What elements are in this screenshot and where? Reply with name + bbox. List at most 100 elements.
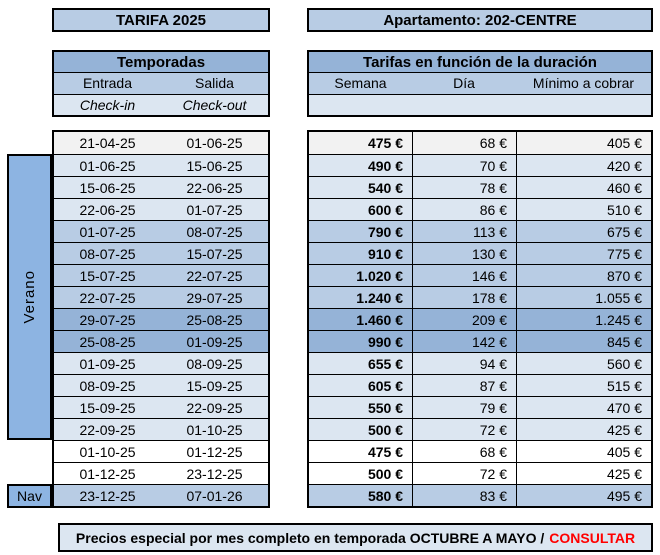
special-price-notice-text: Precios especial por mes completo en tem… <box>75 529 545 546</box>
checkout-date: 15-09-25 <box>186 377 243 394</box>
checkin-date: 01-10-25 <box>79 443 136 460</box>
checkout-date: 22-07-25 <box>186 267 243 284</box>
season-row: 23-12-25 07-01-26 <box>54 484 268 506</box>
minimum-charge-price: 470 € <box>516 397 651 418</box>
week-price: 500 € <box>367 421 403 438</box>
season-row: 22-07-25 29-07-25 <box>54 286 268 308</box>
day-price: 209 € <box>412 309 516 330</box>
checkin-date: 21-04-25 <box>79 135 136 151</box>
minimum-charge-price: 675 € <box>516 221 651 242</box>
checkout-date: 15-07-25 <box>186 245 243 262</box>
rate-row: 500 € 72 €425 € <box>309 462 651 484</box>
special-price-notice-bar: Precios especial por mes completo en tem… <box>58 523 653 552</box>
seasons-date-table: 21-04-25 01-06-25 01-06-25 15-06-25 15-06-25… <box>52 130 270 508</box>
summer-label-text: Verano <box>21 270 38 324</box>
season-row: 21-04-25 01-06-25 <box>54 132 268 154</box>
day-price: 142 € <box>412 331 516 352</box>
week-price: 910 € <box>367 245 403 262</box>
minimum-charge-price: 845 € <box>516 331 651 352</box>
minimum-charge-price: 510 € <box>516 199 651 220</box>
dia-column-header: Día <box>453 75 475 92</box>
semana-column-header: Semana <box>334 75 387 92</box>
season-row: 01-09-25 08-09-25 <box>54 352 268 374</box>
checkin-date: 08-09-25 <box>79 377 136 394</box>
apartment-title: Apartamento: 202-CENTRE <box>383 11 577 29</box>
christmas-label-text: Nav <box>17 488 42 504</box>
rate-row: 540 € 78 €460 € <box>309 176 651 198</box>
rates-columns-row: Semana Día Mínimo a cobrar <box>309 72 651 94</box>
rate-row: 475 € 68 €405 € <box>309 440 651 462</box>
season-row: 25-08-25 01-09-25 <box>54 330 268 352</box>
rates-header-table: Tarifas en función de la duración Semana… <box>307 50 653 117</box>
minimum-charge-price: 870 € <box>516 265 651 286</box>
checkout-date: 23-12-25 <box>186 465 243 482</box>
rate-row: 600 € 86 €510 € <box>309 198 651 220</box>
season-row: 01-07-25 08-07-25 <box>54 220 268 242</box>
week-price: 580 € <box>367 487 403 504</box>
minimum-charge-price: 560 € <box>516 353 651 374</box>
checkout-date: 01-10-25 <box>186 421 243 438</box>
checkin-date: 29-07-25 <box>79 311 136 328</box>
season-row: 15-09-25 22-09-25 <box>54 396 268 418</box>
checkin-date: 23-12-25 <box>79 487 136 504</box>
checkin-date: 08-07-25 <box>79 245 136 262</box>
week-price: 475 € <box>367 135 403 151</box>
minimum-charge-price: 775 € <box>516 243 651 264</box>
week-price: 600 € <box>367 201 403 218</box>
day-price: 146 € <box>412 265 516 286</box>
rate-row: 1.240 € 178 €1.055 € <box>309 286 651 308</box>
rate-row: 550 € 79 €470 € <box>309 396 651 418</box>
season-row: 15-07-25 22-07-25 <box>54 264 268 286</box>
week-price: 990 € <box>367 333 403 350</box>
entrada-column-header: Entrada <box>82 75 133 92</box>
day-price: 178 € <box>412 287 516 308</box>
checkout-date: 07-01-26 <box>186 487 243 504</box>
checkout-date: 25-08-25 <box>186 311 243 328</box>
checkin-date: 25-08-25 <box>79 333 136 350</box>
salida-column-header: Salida <box>195 75 234 92</box>
checkin-date: 15-09-25 <box>79 399 136 416</box>
apartment-title-box: Apartamento: 202-CENTRE <box>307 8 653 32</box>
rate-row: 655 € 94 €560 € <box>309 352 651 374</box>
minimum-charge-price: 495 € <box>516 485 651 506</box>
consultar-link[interactable]: CONSULTAR <box>549 529 636 546</box>
seasons-title-row: Temporadas <box>54 52 268 73</box>
checkin-date: 01-09-25 <box>79 355 136 372</box>
minimum-charge-price: 460 € <box>516 177 651 198</box>
rate-row: 910 € 130 €775 € <box>309 242 651 264</box>
minimo-column-header: Mínimo a cobrar <box>532 75 635 92</box>
checkout-date: 01-06-25 <box>186 135 243 151</box>
day-price: 68 € <box>412 441 516 462</box>
checkin-date: 22-06-25 <box>79 201 136 218</box>
checkin-date: 22-09-25 <box>79 421 136 438</box>
checkin-subheader: Check-in <box>79 96 136 113</box>
day-price: 94 € <box>412 353 516 374</box>
day-price: 130 € <box>412 243 516 264</box>
checkin-date: 01-06-25 <box>79 157 136 174</box>
rate-row: 605 € 87 €515 € <box>309 374 651 396</box>
summer-season-label: Verano <box>7 154 52 440</box>
seasons-subcolumns-row: Check-in Check-out <box>54 93 268 115</box>
seasons-columns-row: Entrada Salida <box>54 72 268 94</box>
rate-row: 790 € 113 €675 € <box>309 220 651 242</box>
rates-price-table: 475 €68 €405 €490 €70 €420 €540 €78 €460… <box>307 130 653 508</box>
day-price: 72 € <box>412 419 516 440</box>
minimum-charge-price: 405 € <box>516 441 651 462</box>
minimum-charge-price: 425 € <box>516 463 651 484</box>
checkout-date: 01-12-25 <box>186 443 243 460</box>
tarifa-title: TARIFA 2025 <box>115 11 207 29</box>
minimum-charge-price: 1.055 € <box>516 287 651 308</box>
rate-row: 1.460 € 209 €1.245 € <box>309 308 651 330</box>
rate-row: 475 € 68 €405 € <box>309 132 651 154</box>
christmas-season-label: Nav <box>7 484 52 508</box>
checkout-date: 01-09-25 <box>186 333 243 350</box>
week-price: 1.240 € <box>356 289 403 306</box>
minimum-charge-price: 425 € <box>516 419 651 440</box>
checkin-date: 15-07-25 <box>79 267 136 284</box>
week-price: 1.460 € <box>356 311 403 328</box>
season-row: 22-06-25 01-07-25 <box>54 198 268 220</box>
checkin-date: 15-06-25 <box>79 179 136 196</box>
rates-title: Tarifas en función de la duración <box>363 53 597 71</box>
rate-row: 1.020 € 146 €870 € <box>309 264 651 286</box>
